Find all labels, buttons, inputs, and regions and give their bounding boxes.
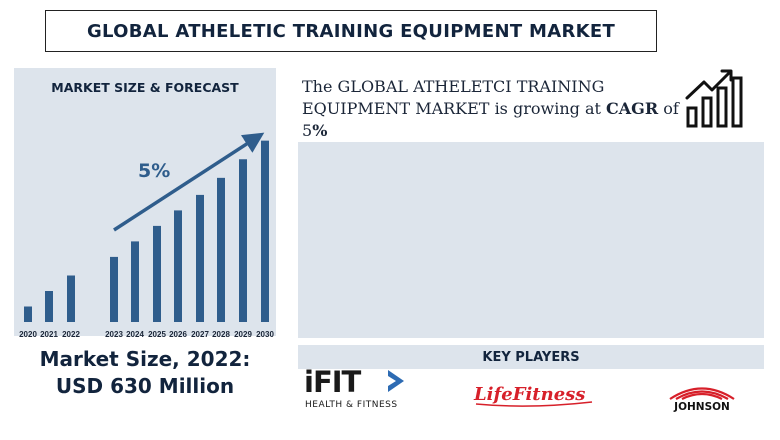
forecast-tick-2020: 2020 <box>19 330 37 339</box>
market-size-heading: MARKET SIZE & FORECAST <box>51 80 239 95</box>
ifit-logo: iFIT HEALTH & FITNESS <box>304 365 404 410</box>
ifit-subtitle: HEALTH & FITNESS <box>305 400 398 410</box>
key-players-panel <box>298 345 764 369</box>
forecast-bar-2029 <box>239 159 247 322</box>
forecast-tick-2022: 2022 <box>62 330 80 339</box>
forecast-tick-2028: 2028 <box>212 330 230 339</box>
forecast-tick-2025: 2025 <box>148 330 166 339</box>
headline-part-2: of 5 <box>302 99 679 140</box>
forecast-bar-2027 <box>196 194 204 322</box>
forecast-bar-2021 <box>45 291 53 322</box>
forecast-tick-2023: 2023 <box>105 330 123 339</box>
forecast-bar-2030 <box>261 140 269 322</box>
forecast-cagr-label: 5% <box>138 160 170 182</box>
forecast-tick-2029: 2029 <box>234 330 252 339</box>
market-size-text: Market Size, 2022: USD 630 Million <box>14 346 276 400</box>
headline-part-1: The GLOBAL ATHELETCI TRAINING EQUIPMENT … <box>302 77 606 118</box>
key-players-title: KEY PLAYERS <box>482 350 580 365</box>
page-title: GLOBAL ATHELETIC TRAINING EQUIPMENT MARK… <box>86 20 616 42</box>
market-size-line-2: USD 630 Million <box>55 374 235 398</box>
forecast-bar-2026 <box>174 210 182 322</box>
johnson-logo: JOHNSON <box>669 387 735 413</box>
johnson-arc-icon <box>669 387 735 400</box>
forecast-bar-2025 <box>153 225 161 322</box>
forecast-tick-2027: 2027 <box>191 330 209 339</box>
ifit-chevron-icon <box>388 370 404 392</box>
headline-percent: % <box>312 121 328 140</box>
lifefitness-swoosh <box>475 401 593 407</box>
forecast-bar-2023 <box>110 256 118 322</box>
gender-panel <box>298 142 764 338</box>
headline-cagr: CAGR <box>606 99 659 118</box>
forecast-tick-2030: 2030 <box>256 330 274 339</box>
forecast-chart: 2020 2021 2022 2023 2024 2025 2026 2027 2028 2029… <box>19 132 274 339</box>
growth-chart-icon <box>685 69 743 128</box>
forecast-tick-2026: 2026 <box>169 330 187 339</box>
lifefitness-logo: LifeFitness <box>473 384 593 407</box>
forecast-tick-2021: 2021 <box>40 330 58 339</box>
market-size-panel <box>14 68 276 336</box>
forecast-tick-2024: 2024 <box>126 330 144 339</box>
forecast-bar-2024 <box>131 241 139 322</box>
ifit-wordmark: iFIT <box>304 365 362 399</box>
headline: The GLOBAL ATHELETCI TRAINING EQUIPMENT … <box>302 76 682 142</box>
lifefitness-wordmark: LifeFitness <box>473 384 585 405</box>
forecast-bar-2022 <box>67 275 75 322</box>
forecast-trend-arrow <box>113 132 265 232</box>
forecast-bar-2020 <box>24 306 32 322</box>
johnson-wordmark: JOHNSON <box>673 401 730 413</box>
title-box: GLOBAL ATHELETIC TRAINING EQUIPMENT MARK… <box>45 10 657 52</box>
forecast-bar-2028 <box>217 177 225 322</box>
market-size-line-1: Market Size, 2022: <box>39 347 251 371</box>
